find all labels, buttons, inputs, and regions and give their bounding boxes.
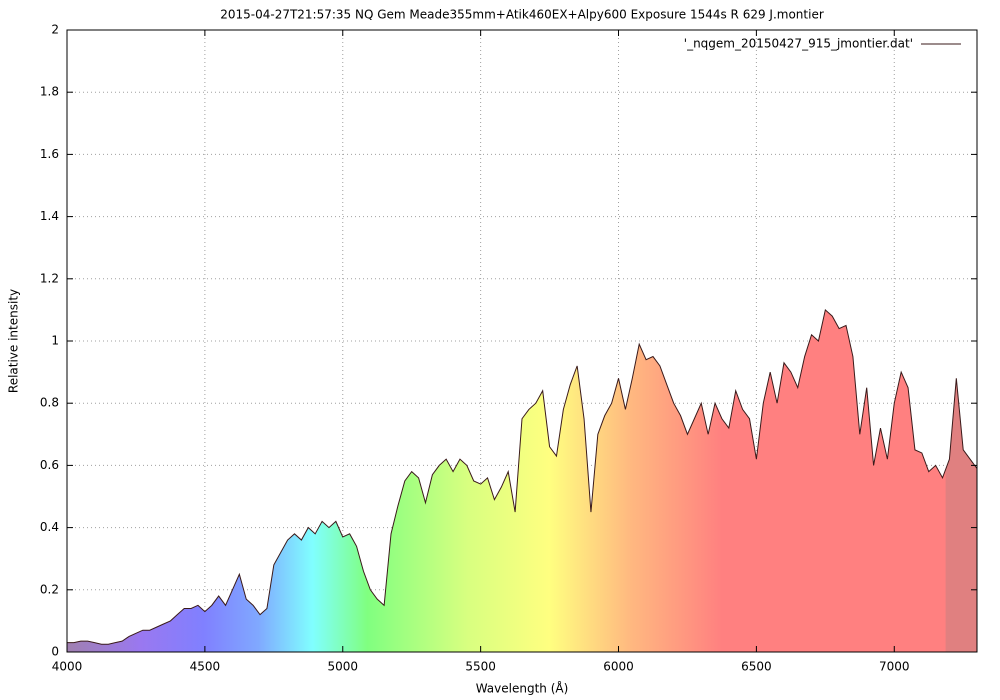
x-axis-label: Wavelength (Å) <box>476 681 569 696</box>
x-tick-label: 6000 <box>603 660 634 674</box>
y-tick-label: 0.8 <box>40 396 59 410</box>
y-tick-label: 2 <box>51 23 59 37</box>
legend-label: '_nqgem_20150427_915_jmontier.dat' <box>684 37 913 51</box>
y-axis-label: Relative intensity <box>7 289 21 393</box>
y-tick-label: 1.6 <box>40 147 59 161</box>
y-tick-label: 1.2 <box>40 271 59 285</box>
plot-area <box>66 29 978 653</box>
x-tick-label: 4000 <box>52 660 83 674</box>
y-tick-label: 0.2 <box>40 582 59 596</box>
spectrum-line <box>67 308 978 645</box>
x-tick-label: 6500 <box>741 660 772 674</box>
y-tick-label: 0.4 <box>40 520 59 534</box>
x-tick-label: 5500 <box>465 660 496 674</box>
spectrum-fill <box>67 309 977 652</box>
y-tick-label: 1.4 <box>40 209 59 223</box>
y-tick-label: 0.6 <box>40 458 59 472</box>
chart-title: 2015-04-27T21:57:35 NQ Gem Meade355mm+At… <box>220 8 824 22</box>
y-tick-label: 0 <box>51 645 59 659</box>
x-tick-label: 5000 <box>327 660 358 674</box>
y-tick-label: 1.8 <box>40 85 59 99</box>
y-tick-label: 1 <box>51 334 59 348</box>
x-tick-label: 4500 <box>190 660 221 674</box>
x-tick-label: 7000 <box>879 660 910 674</box>
